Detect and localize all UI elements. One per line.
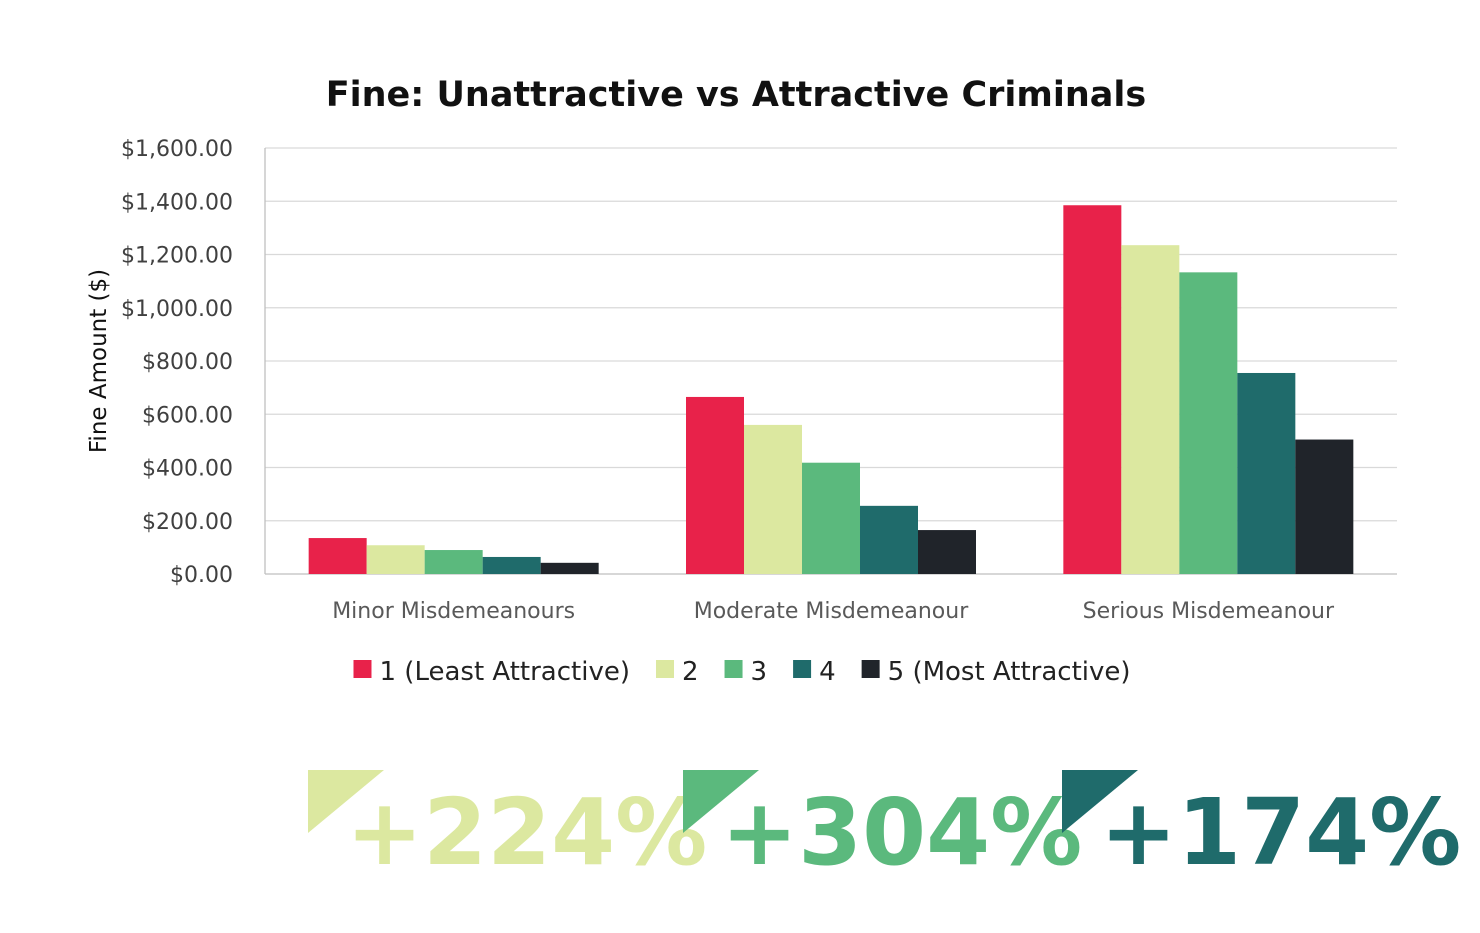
x-category-label: Serious Misdemeanour [1083,599,1335,624]
bar [540,562,599,574]
x-category-label: Minor Misdemeanours [332,599,575,624]
bar [1063,205,1122,574]
legend-label: 4 [819,657,836,687]
legend-swatch [793,660,812,678]
y-tick-label: $1,600.00 [121,137,233,162]
bar [366,545,425,574]
legend-item: 1 (Least Attractive) [353,657,630,687]
legend-item: 5 (Most Attractive) [861,657,1131,687]
legend: 1 (Least Attractive) 2 3 4 5 (Most Attractiv… [353,657,1131,687]
bar [860,505,918,574]
callout: +174% [1062,770,1461,886]
callout: +304% [683,770,1082,886]
bar [686,396,744,574]
y-tick-label: $400.00 [142,457,233,482]
legend-label: 2 [682,657,699,687]
y-tick-label: $600.00 [142,403,233,428]
legend-swatch [724,660,743,678]
legend-item: 3 [724,657,768,687]
legend-swatch [861,660,880,678]
x-axis-categories: Minor Misdemeanours Moderate Misdemeanour… [332,599,1335,624]
x-category-label: Moderate Misdemeanour [694,599,969,624]
y-axis-label: Fine Amount ($) [86,269,112,453]
y-tick-label: $1,400.00 [121,190,233,215]
bars [308,205,1354,574]
bar [1121,245,1180,574]
percentage-value: +224% [346,779,707,886]
bar [482,556,541,574]
bar [1237,372,1296,574]
y-tick-label: $200.00 [142,510,233,535]
bar [1295,439,1354,574]
triangle-accent [308,770,384,833]
gridlines [264,147,1397,575]
triangle-accent [683,770,759,833]
legend-item: 2 [655,657,699,687]
percentage-value: +304% [721,779,1082,886]
triangle-accent [1062,770,1138,833]
percentage-callouts: +224% +304% +174% [308,770,1461,886]
bar [308,538,367,574]
y-tick-label: $0.00 [170,563,233,588]
legend-item: 4 [793,657,836,687]
bar [424,550,483,574]
legend-label: 5 (Most Attractive) [888,657,1131,687]
bar [1179,272,1238,574]
chart-title: Fine: Unattractive vs Attractive Crimina… [326,75,1147,115]
percentage-value: +174% [1100,779,1461,886]
legend-swatch [353,660,372,678]
legend-label: 3 [751,657,768,687]
bar [744,424,802,574]
y-axis-ticks: $0.00 $200.00 $400.00 $600.00 $800.00 $1,000.… [121,137,233,588]
legend-swatch [655,660,674,678]
legend-label: 1 (Least Attractive) [379,657,630,687]
y-tick-label: $800.00 [142,350,233,375]
y-tick-label: $1,200.00 [121,244,233,269]
y-tick-label: $1,000.00 [121,297,233,322]
bar [802,462,860,574]
bar [918,530,976,574]
callout: +224% [308,770,707,886]
